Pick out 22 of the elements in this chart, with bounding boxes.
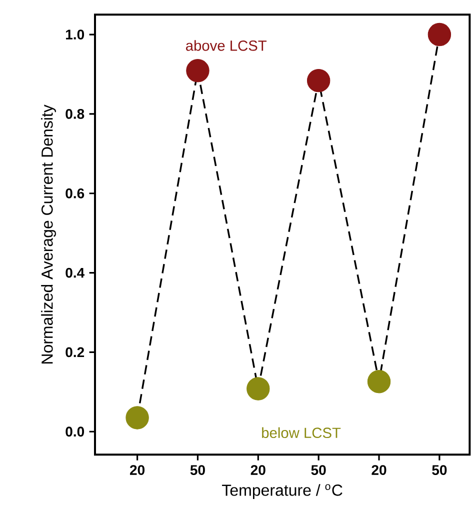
x-tick-label: 50: [311, 465, 326, 475]
y-tick-label: 0.8: [66, 108, 84, 119]
x-tick-label: 20: [372, 465, 386, 475]
y-tick-label: 1.0: [66, 30, 84, 40]
y-axis-title: Normalized Average Current Density: [41, 104, 56, 364]
point: [428, 22, 452, 46]
x-axis-title: Temperature / $^{o}$C: [222, 484, 342, 500]
point: [306, 68, 330, 92]
y-tick-label: 0.2: [66, 347, 84, 358]
annotation: below LCST: [262, 427, 341, 438]
point: [126, 406, 149, 430]
x-tick-label: 20: [250, 465, 266, 475]
y-tick-label: 0.0: [66, 426, 84, 437]
point: [367, 370, 391, 394]
x-tick-label: 50: [432, 465, 447, 475]
point: [186, 59, 210, 82]
annotation: above LCST: [186, 40, 267, 51]
point: [246, 377, 270, 400]
y-tick-label: 0.6: [66, 188, 84, 198]
y-tick-label: 0.4: [66, 268, 85, 278]
x-tick-label: 20: [130, 465, 145, 475]
x-tick-label: 50: [190, 465, 205, 475]
